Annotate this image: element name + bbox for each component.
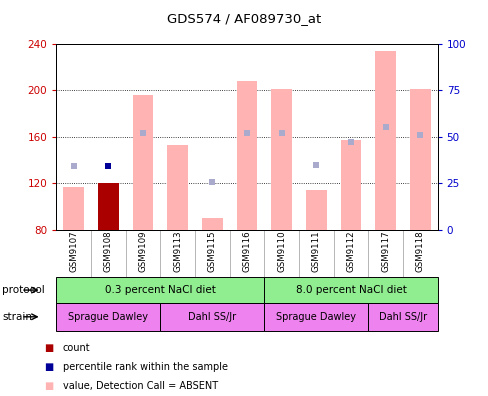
Text: ■: ■	[44, 362, 53, 373]
Text: GDS574 / AF089730_at: GDS574 / AF089730_at	[167, 12, 321, 25]
Text: Sprague Dawley: Sprague Dawley	[68, 312, 148, 322]
Text: Dahl SS/Jr: Dahl SS/Jr	[188, 312, 236, 322]
Text: GSM9117: GSM9117	[380, 230, 389, 272]
Text: value, Detection Call = ABSENT: value, Detection Call = ABSENT	[62, 381, 217, 392]
Text: ■: ■	[44, 343, 53, 354]
Text: GSM9108: GSM9108	[103, 230, 113, 272]
Bar	[63, 187, 84, 230]
Text: GSM9113: GSM9113	[173, 230, 182, 272]
Bar	[132, 95, 153, 230]
Text: 0.3 percent NaCl diet: 0.3 percent NaCl diet	[104, 285, 215, 295]
Text: GSM9112: GSM9112	[346, 230, 355, 272]
Bar	[340, 140, 361, 230]
Bar	[202, 218, 222, 230]
Bar	[271, 89, 291, 230]
Text: GSM9115: GSM9115	[207, 230, 216, 272]
Text: GSM9110: GSM9110	[277, 230, 285, 272]
Bar	[374, 51, 395, 230]
Bar	[236, 81, 257, 230]
Text: strain: strain	[2, 312, 32, 322]
Bar	[98, 183, 119, 230]
Text: GSM9118: GSM9118	[415, 230, 424, 272]
Text: 8.0 percent NaCl diet: 8.0 percent NaCl diet	[295, 285, 406, 295]
Text: ■: ■	[44, 381, 53, 392]
Text: GSM9116: GSM9116	[242, 230, 251, 272]
Bar	[56, 303, 160, 331]
Text: count: count	[62, 343, 90, 354]
Bar	[98, 183, 119, 230]
Text: Dahl SS/Jr: Dahl SS/Jr	[378, 312, 426, 322]
Text: Sprague Dawley: Sprague Dawley	[276, 312, 356, 322]
Bar	[264, 277, 437, 303]
Bar	[167, 145, 187, 230]
Text: percentile rank within the sample: percentile rank within the sample	[62, 362, 227, 373]
Text: GSM9111: GSM9111	[311, 230, 320, 272]
Bar	[56, 277, 264, 303]
Bar	[409, 89, 430, 230]
Text: protocol: protocol	[2, 285, 45, 295]
Bar	[367, 303, 437, 331]
Bar	[160, 303, 264, 331]
Bar	[264, 303, 367, 331]
Text: GSM9109: GSM9109	[138, 230, 147, 272]
Text: GSM9107: GSM9107	[69, 230, 78, 272]
Bar	[305, 190, 326, 230]
